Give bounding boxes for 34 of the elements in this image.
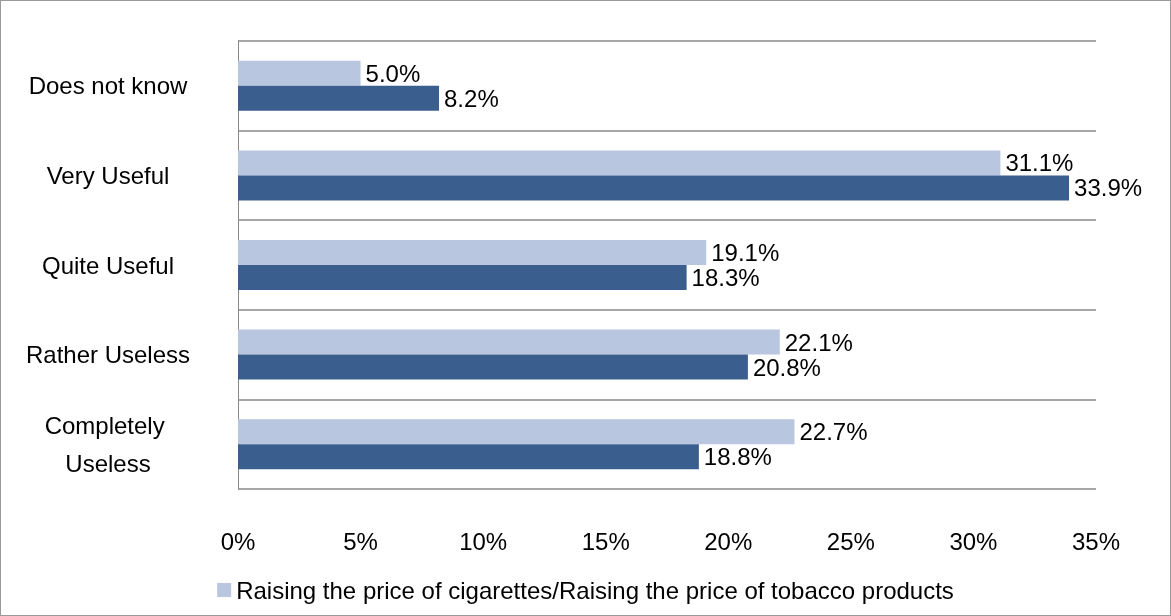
bar — [238, 150, 1001, 176]
data-label: 19.1% — [711, 239, 780, 266]
y-tick-label: Rather Useless — [25, 341, 191, 369]
x-tick-label: 35% — [1071, 527, 1121, 555]
y-tick-label: Does not know — [28, 72, 189, 100]
x-tick-label: 5% — [343, 527, 378, 555]
data-label: 20.8% — [752, 353, 821, 381]
x-tick-label: 30% — [949, 527, 998, 555]
bar — [238, 60, 361, 86]
y-tick-label: Completely Useless — [44, 411, 172, 477]
data-label: 33.9% — [1074, 174, 1143, 202]
data-label: 31.1% — [1005, 149, 1074, 177]
bar — [238, 265, 687, 290]
y-tick-label: Very Useful — [46, 161, 170, 189]
bar — [238, 354, 748, 380]
legend-label: Raising the price of cigarettes/Raising the price of tobacco products — [236, 576, 954, 604]
data-label: 22.7% — [799, 418, 868, 446]
bar — [238, 419, 795, 445]
data-label: 18.3% — [691, 264, 760, 291]
bar — [238, 85, 440, 111]
data-label: 18.8% — [703, 443, 772, 471]
x-tick-label: 25% — [826, 527, 875, 555]
x-tick-label: 20% — [704, 527, 753, 555]
bar — [238, 175, 1070, 201]
data-label: 8.2% — [444, 84, 499, 112]
x-tick-label: 15% — [581, 527, 630, 555]
bar — [238, 444, 699, 470]
bar — [238, 240, 707, 265]
y-tick-label: Quite Useful — [41, 251, 175, 279]
data-label: 22.1% — [784, 328, 853, 356]
x-tick-label: 0% — [220, 527, 256, 555]
data-label: 5.0% — [365, 59, 421, 87]
x-tick-label: 10% — [459, 527, 508, 555]
bar — [238, 329, 780, 355]
